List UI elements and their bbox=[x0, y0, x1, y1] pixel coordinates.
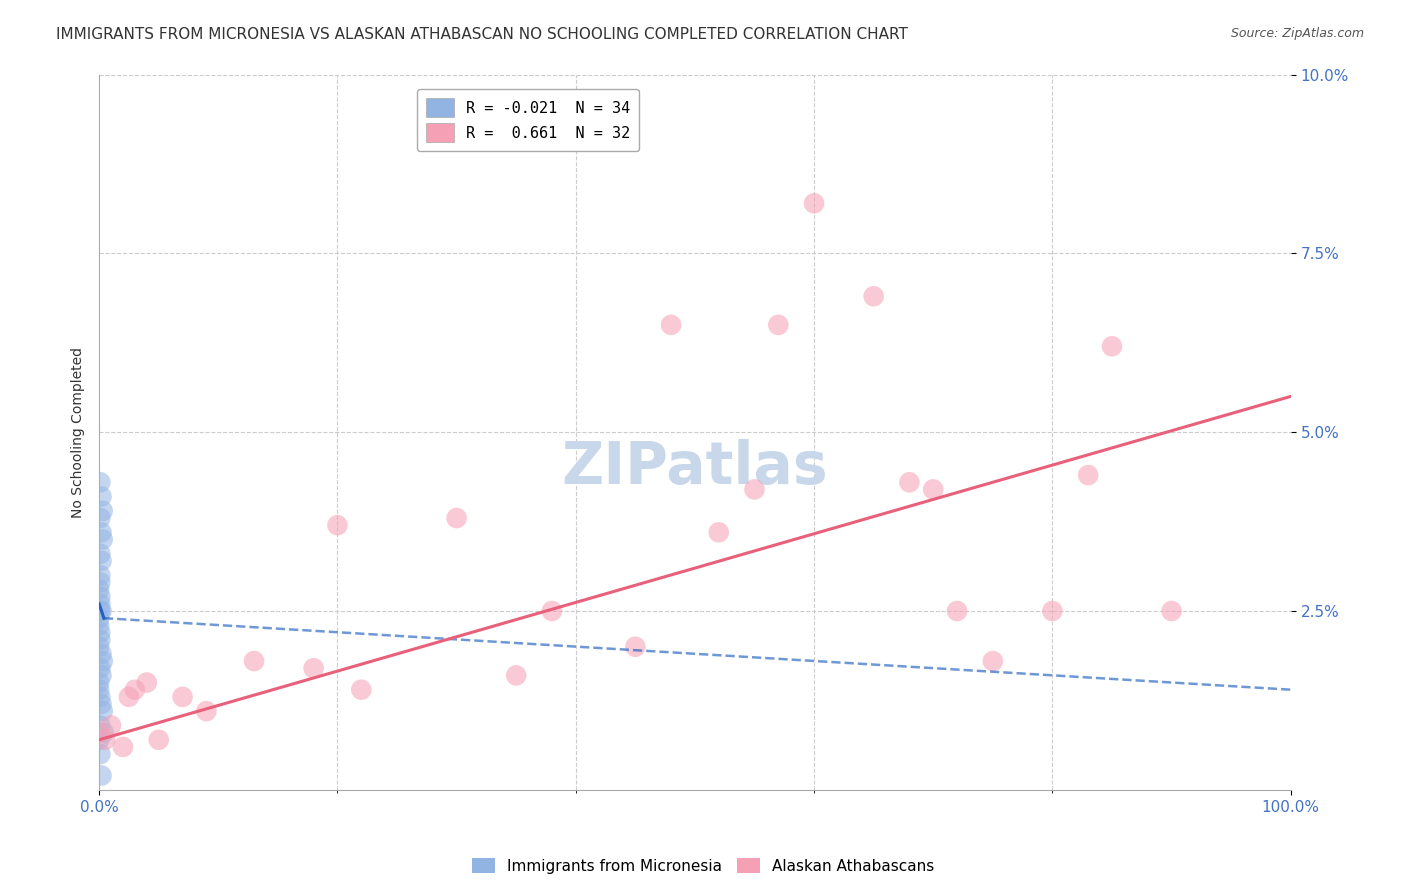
Text: IMMIGRANTS FROM MICRONESIA VS ALASKAN ATHABASCAN NO SCHOOLING COMPLETED CORRELAT: IMMIGRANTS FROM MICRONESIA VS ALASKAN AT… bbox=[56, 27, 908, 42]
Point bbox=[946, 604, 969, 618]
Point bbox=[898, 475, 921, 490]
Point bbox=[89, 632, 111, 647]
Point bbox=[803, 196, 825, 211]
Point bbox=[91, 533, 114, 547]
Point bbox=[195, 704, 218, 718]
Point bbox=[89, 547, 111, 561]
Point bbox=[1077, 468, 1099, 483]
Point bbox=[89, 575, 111, 590]
Point bbox=[90, 697, 112, 711]
Point bbox=[89, 604, 111, 618]
Point bbox=[111, 739, 134, 754]
Point bbox=[90, 525, 112, 540]
Point bbox=[89, 732, 111, 747]
Point bbox=[707, 525, 730, 540]
Point bbox=[135, 675, 157, 690]
Point bbox=[1160, 604, 1182, 618]
Point bbox=[94, 732, 117, 747]
Point bbox=[89, 568, 111, 582]
Legend: R = -0.021  N = 34, R =  0.661  N = 32: R = -0.021 N = 34, R = 0.661 N = 32 bbox=[418, 89, 640, 151]
Point bbox=[768, 318, 790, 332]
Point bbox=[89, 675, 111, 690]
Point bbox=[89, 475, 111, 490]
Point bbox=[1042, 604, 1064, 618]
Point bbox=[744, 483, 766, 497]
Point bbox=[118, 690, 141, 704]
Point bbox=[89, 582, 111, 597]
Point bbox=[90, 768, 112, 782]
Point bbox=[90, 490, 112, 504]
Point bbox=[89, 718, 111, 732]
Point bbox=[89, 661, 111, 675]
Point bbox=[89, 747, 111, 761]
Point bbox=[90, 604, 112, 618]
Point bbox=[89, 640, 111, 654]
Point bbox=[981, 654, 1004, 668]
Point bbox=[659, 318, 682, 332]
Point bbox=[89, 725, 111, 739]
Point bbox=[89, 597, 111, 611]
Text: ZIPatlas: ZIPatlas bbox=[561, 440, 828, 497]
Legend: Immigrants from Micronesia, Alaskan Athabascans: Immigrants from Micronesia, Alaskan Atha… bbox=[465, 852, 941, 880]
Point bbox=[89, 511, 111, 525]
Point bbox=[89, 618, 111, 632]
Point bbox=[243, 654, 266, 668]
Point bbox=[922, 483, 945, 497]
Point bbox=[100, 718, 122, 732]
Point bbox=[89, 611, 111, 625]
Point bbox=[446, 511, 468, 525]
Point bbox=[89, 590, 111, 604]
Point bbox=[89, 682, 111, 697]
Point bbox=[172, 690, 194, 704]
Point bbox=[90, 647, 112, 661]
Point bbox=[862, 289, 884, 303]
Point bbox=[91, 504, 114, 518]
Text: Source: ZipAtlas.com: Source: ZipAtlas.com bbox=[1230, 27, 1364, 40]
Point bbox=[148, 732, 170, 747]
Point bbox=[91, 654, 114, 668]
Point bbox=[90, 668, 112, 682]
Point bbox=[326, 518, 349, 533]
Point bbox=[505, 668, 527, 682]
Point bbox=[89, 690, 111, 704]
Point bbox=[624, 640, 647, 654]
Point bbox=[350, 682, 373, 697]
Point bbox=[1101, 339, 1123, 353]
Y-axis label: No Schooling Completed: No Schooling Completed bbox=[72, 347, 86, 517]
Point bbox=[90, 554, 112, 568]
Point bbox=[93, 725, 115, 739]
Point bbox=[124, 682, 146, 697]
Point bbox=[541, 604, 564, 618]
Point bbox=[89, 625, 111, 640]
Point bbox=[302, 661, 325, 675]
Point bbox=[91, 704, 114, 718]
